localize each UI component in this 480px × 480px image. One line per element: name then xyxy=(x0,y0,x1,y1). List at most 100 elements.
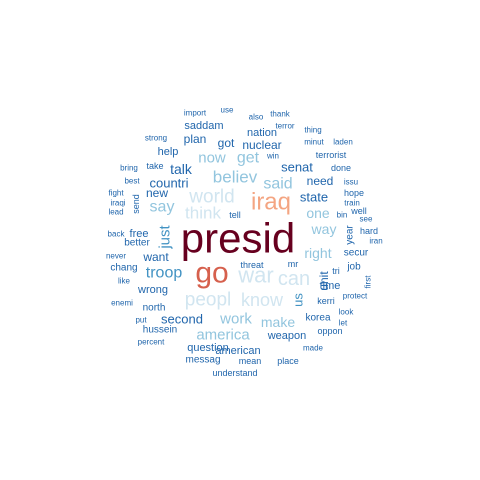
word-peopl: peopl xyxy=(185,290,232,311)
word-question: question xyxy=(187,342,229,354)
word-place: place xyxy=(277,356,299,366)
word-done: done xyxy=(331,163,351,173)
word-chang: chang xyxy=(110,263,137,274)
word-minut: minut xyxy=(304,138,324,147)
word-kerri: kerri xyxy=(317,296,335,306)
word-enemi: enemi xyxy=(111,299,133,308)
word-presid: presid xyxy=(181,215,295,262)
word-iraq: iraq xyxy=(251,189,291,216)
word-nation: nation xyxy=(247,127,277,139)
word-send: send xyxy=(131,194,141,214)
word-know: know xyxy=(241,290,284,310)
word-use: use xyxy=(221,106,234,115)
word-want: want xyxy=(142,250,169,264)
word-korea: korea xyxy=(305,313,330,324)
word-time: time xyxy=(320,280,341,292)
word-need: need xyxy=(307,174,334,188)
word-north: north xyxy=(143,303,166,314)
word-import: import xyxy=(184,109,207,118)
word-talk: talk xyxy=(170,161,193,177)
word-thank: thank xyxy=(270,110,291,119)
word-protect: protect xyxy=(343,292,368,301)
word-fight: fight xyxy=(108,189,124,198)
word-believ: believ xyxy=(213,168,258,187)
word-saddam: saddam xyxy=(184,120,223,132)
word-mr: mr xyxy=(288,259,299,269)
word-take: take xyxy=(146,161,163,171)
word-work: work xyxy=(219,311,252,328)
word-tri: tri xyxy=(332,266,340,276)
word-tell: tell xyxy=(229,210,241,220)
word-better: better xyxy=(124,238,150,249)
word-make: make xyxy=(261,314,295,330)
word-iran: iran xyxy=(369,237,382,246)
word-like: like xyxy=(118,277,131,286)
word-got: got xyxy=(218,136,235,150)
word-made: made xyxy=(303,344,324,353)
word-weapon: weapon xyxy=(267,330,307,342)
word-thing: thing xyxy=(304,126,321,135)
word-understand: understand xyxy=(212,368,257,378)
word-get: get xyxy=(237,150,260,167)
word-best: best xyxy=(124,177,140,186)
word-train: train xyxy=(344,199,360,208)
word-also: also xyxy=(249,113,264,122)
word-issu: issu xyxy=(344,178,358,187)
word-hard: hard xyxy=(360,226,378,236)
word-look: look xyxy=(339,308,355,317)
word-american: american xyxy=(215,345,260,357)
word-unit: unit xyxy=(317,271,331,291)
word-way: way xyxy=(311,221,337,237)
word-messag: messag xyxy=(185,355,220,366)
word-job: job xyxy=(346,262,361,273)
word-troop: troop xyxy=(146,265,183,282)
word-new: new xyxy=(146,186,168,200)
word-bin: bin xyxy=(337,211,348,220)
word-back: back xyxy=(108,230,126,239)
word-right: right xyxy=(304,245,331,261)
word-second: second xyxy=(161,312,203,327)
word-lead: lead xyxy=(108,208,123,217)
word-well: well xyxy=(350,206,367,216)
word-mean: mean xyxy=(239,356,262,366)
word-iraqi: iraqi xyxy=(110,199,125,208)
word-wrong: wrong xyxy=(137,284,168,296)
word-senat: senat xyxy=(281,160,313,175)
word-percent: percent xyxy=(138,338,165,347)
word-oppon: oppon xyxy=(317,326,342,336)
word-countri: countri xyxy=(149,176,188,191)
word-us: us xyxy=(291,293,306,307)
word-hussein: hussein xyxy=(143,325,177,336)
word-now: now xyxy=(198,150,226,167)
word-year: year xyxy=(345,225,356,245)
word-war: war xyxy=(237,263,273,288)
word-think: think xyxy=(185,204,221,223)
word-never: never xyxy=(106,252,126,261)
word-bring: bring xyxy=(120,164,138,173)
word-put: put xyxy=(135,316,147,325)
word-terror: terror xyxy=(275,122,294,131)
word-plan: plan xyxy=(184,132,207,146)
word-just: just xyxy=(157,224,174,249)
word-hope: hope xyxy=(344,188,364,198)
word-america: america xyxy=(196,327,250,344)
word-state: state xyxy=(300,190,328,205)
word-see: see xyxy=(360,215,373,224)
word-nuclear: nuclear xyxy=(242,138,281,152)
word-said: said xyxy=(263,176,292,193)
word-can: can xyxy=(278,268,310,290)
word-free: free xyxy=(130,228,149,240)
word-go: go xyxy=(195,257,228,290)
word-say: say xyxy=(150,199,175,216)
word-secur: secur xyxy=(344,248,369,259)
word-first: first xyxy=(364,275,373,289)
word-help: help xyxy=(158,146,179,158)
word-terrorist: terrorist xyxy=(316,150,347,160)
word-laden: laden xyxy=(333,138,353,147)
word-threat: threat xyxy=(240,260,264,270)
word-one: one xyxy=(306,205,330,221)
word-strong: strong xyxy=(145,134,167,143)
word-let: let xyxy=(339,319,348,328)
word-world: world xyxy=(188,187,234,208)
